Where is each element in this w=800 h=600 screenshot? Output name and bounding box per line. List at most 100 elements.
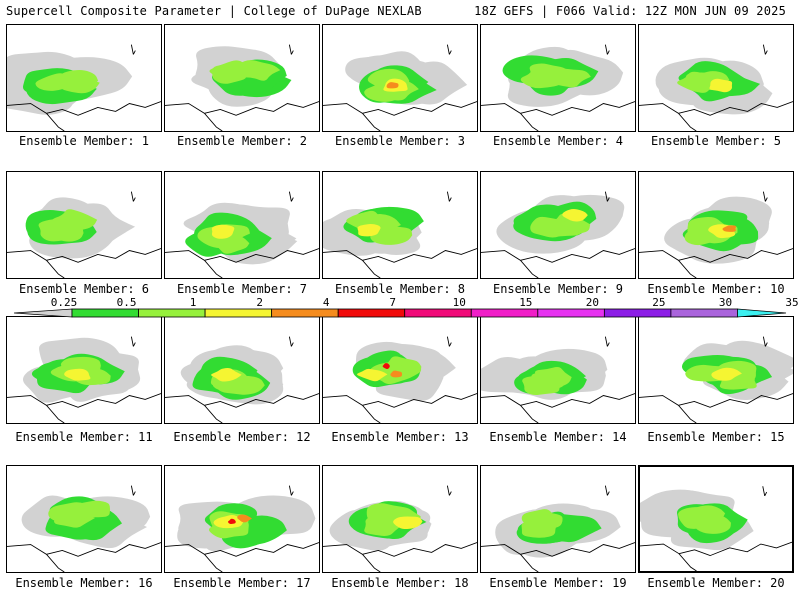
ensemble-member-label: Ensemble Member: 16 xyxy=(15,576,153,590)
ensemble-member-panel[interactable] xyxy=(480,465,636,573)
ensemble-member-label: Ensemble Member: 14 xyxy=(489,430,627,444)
scp-field-map xyxy=(323,336,477,423)
ensemble-member-panel[interactable] xyxy=(638,316,794,424)
scp-field-map xyxy=(7,191,161,278)
ensemble-member-panel[interactable] xyxy=(322,171,478,279)
map-boundary-lines xyxy=(165,191,319,278)
ensemble-member-label: Ensemble Member: 7 xyxy=(176,282,308,296)
scp-field-map xyxy=(165,191,319,278)
scp-field-map xyxy=(323,485,477,572)
colorbar-bin xyxy=(670,308,738,318)
ensemble-member-panel[interactable] xyxy=(6,465,162,573)
ensemble-member-label: Ensemble Member: 20 xyxy=(647,576,785,590)
map-boundary-lines xyxy=(481,485,635,572)
colorbar-tick-label: 0.5 xyxy=(117,296,137,309)
ensemble-member-panel[interactable] xyxy=(164,316,320,424)
scp-field-map xyxy=(481,44,635,131)
colorbar-svg: 0.25 0.5 1 2 4 7 10 15 20 25 30 35 xyxy=(13,296,799,318)
map-boundary-lines xyxy=(165,336,319,423)
ensemble-member-panel[interactable] xyxy=(638,171,794,279)
ensemble-member-panel[interactable] xyxy=(638,24,794,132)
ensemble-member-label: Ensemble Member: 15 xyxy=(647,430,785,444)
colorbar-tick-label: 0.25 xyxy=(51,296,78,309)
scp-field-map xyxy=(165,485,319,572)
colorbar-bin xyxy=(337,308,406,318)
ensemble-member-label: Ensemble Member: 9 xyxy=(492,282,624,296)
map-boundary-lines xyxy=(323,485,477,572)
ensemble-member-panel[interactable] xyxy=(6,24,162,132)
scp-field-map xyxy=(639,191,793,278)
ensemble-member-panel[interactable] xyxy=(480,171,636,279)
colorbar-tick-label: 10 xyxy=(453,296,466,309)
map-boundary-lines xyxy=(7,336,161,423)
map-boundary-lines xyxy=(7,485,161,572)
map-boundary-lines xyxy=(7,191,161,278)
scp-field-map xyxy=(7,336,161,423)
scp-field-map xyxy=(165,336,319,423)
ensemble-member-panel[interactable] xyxy=(6,171,162,279)
map-boundary-lines xyxy=(639,191,793,278)
colorbar-tick-label: 15 xyxy=(519,296,532,309)
colorbar-bin xyxy=(603,308,672,318)
colorbar-tick-label: 30 xyxy=(719,296,732,309)
map-boundary-lines xyxy=(640,486,792,571)
ensemble-member-label: Ensemble Member: 12 xyxy=(173,430,311,444)
scp-field-map xyxy=(323,191,477,278)
colorbar-tick-label: 35 xyxy=(785,296,798,309)
map-boundary-lines xyxy=(481,44,635,131)
ensemble-member-label: Ensemble Member: 1 xyxy=(18,134,150,148)
colorbar-bin xyxy=(271,308,339,318)
scp-field-map xyxy=(7,485,161,572)
ensemble-member-panel[interactable] xyxy=(322,316,478,424)
scp-field-map xyxy=(639,44,793,131)
scp-field-map xyxy=(7,44,161,131)
ensemble-member-panel[interactable] xyxy=(164,171,320,279)
ensemble-member-label: Ensemble Member: 17 xyxy=(173,576,311,590)
colorbar-bin xyxy=(737,308,787,318)
ensemble-member-label: Ensemble Member: 3 xyxy=(334,134,466,148)
ensemble-member-label: Ensemble Member: 13 xyxy=(331,430,469,444)
colorbar-tick-label: 1 xyxy=(190,296,197,309)
scp-field-map xyxy=(165,44,319,131)
colorbar-tick-label: 25 xyxy=(652,296,665,309)
colorbar-legend: 0.25 0.5 1 2 4 7 10 15 20 25 30 35 xyxy=(0,296,800,320)
ensemble-member-label: Ensemble Member: 4 xyxy=(492,134,624,148)
ensemble-member-panel[interactable] xyxy=(322,465,478,573)
ensemble-member-panel[interactable] xyxy=(638,465,794,573)
scp-field-map xyxy=(481,485,635,572)
ensemble-member-panel[interactable] xyxy=(480,316,636,424)
ensemble-member-label: Ensemble Member: 10 xyxy=(647,282,785,296)
scp-field-map xyxy=(323,44,477,131)
ensemble-member-panel[interactable] xyxy=(164,465,320,573)
map-boundary-lines xyxy=(323,44,477,131)
colorbar-bin xyxy=(204,308,273,318)
colorbar-bin xyxy=(71,308,139,318)
ensemble-member-label: Ensemble Member: 18 xyxy=(331,576,469,590)
colorbar-tick-label: 2 xyxy=(256,296,263,309)
map-boundary-lines xyxy=(323,336,477,423)
colorbar-bin xyxy=(537,308,605,318)
map-boundary-lines xyxy=(165,485,319,572)
ensemble-member-label: Ensemble Member: 5 xyxy=(650,134,782,148)
ensemble-member-label: Ensemble Member: 2 xyxy=(176,134,308,148)
scp-field-map xyxy=(481,336,635,423)
scp-field-map xyxy=(481,191,635,278)
chart-title: Supercell Composite Parameter | College … xyxy=(6,4,422,18)
ensemble-member-label: Ensemble Member: 11 xyxy=(15,430,153,444)
colorbar-tick-label: 7 xyxy=(389,296,396,309)
ensemble-member-panel[interactable] xyxy=(164,24,320,132)
colorbar-tick-label: 4 xyxy=(323,296,330,309)
ensemble-member-label: Ensemble Member: 19 xyxy=(489,576,627,590)
map-boundary-lines xyxy=(165,44,319,131)
ensemble-member-panel[interactable] xyxy=(6,316,162,424)
ensemble-member-panel[interactable] xyxy=(322,24,478,132)
ensemble-member-panel[interactable] xyxy=(480,24,636,132)
scp-field-map xyxy=(639,336,793,423)
colorbar-bin xyxy=(470,308,539,318)
colorbar-bin xyxy=(138,308,206,318)
scp-field-map xyxy=(640,486,792,571)
colorbar-bin xyxy=(13,308,73,318)
ensemble-member-label: Ensemble Member: 8 xyxy=(334,282,466,296)
valid-time: 18Z GEFS | F066 Valid: 12Z MON JUN 09 20… xyxy=(474,4,786,18)
map-boundary-lines xyxy=(481,191,635,278)
